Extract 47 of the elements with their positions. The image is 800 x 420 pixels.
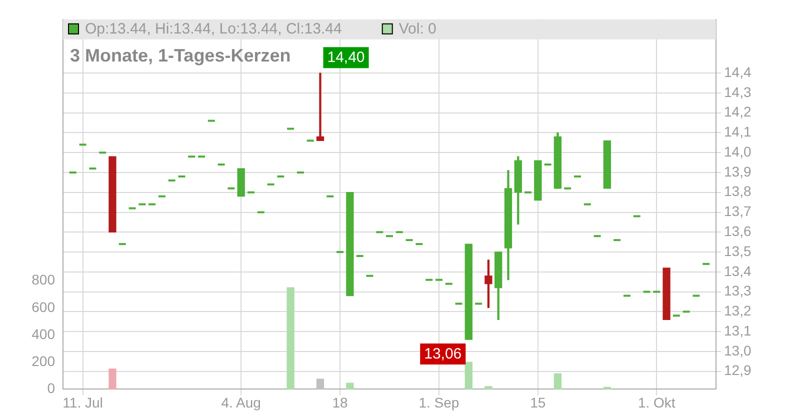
- candlestick: [662, 268, 670, 320]
- y-tick-label: 13,8: [724, 183, 752, 200]
- annotation: 13,06: [424, 346, 462, 363]
- y2-tick-label: 600: [32, 298, 56, 315]
- x-tick-label: 11. Jul: [62, 394, 103, 410]
- bar: [286, 287, 294, 390]
- y-tick-label: 13,4: [724, 262, 752, 279]
- legend-label: Op:13.44, Hi:13.44, Lo:13.44, Cl:13.44: [85, 20, 342, 38]
- legend-label: Vol: 0: [398, 20, 436, 38]
- x-tick-label: 1. Okt: [638, 394, 676, 410]
- candlestick: [316, 72, 324, 142]
- bar: [464, 362, 472, 390]
- x-tick-label: 1. Sep: [418, 394, 460, 410]
- candlestick: [237, 168, 245, 197]
- y2-tick-label: 800: [32, 272, 56, 288]
- y2-tick-label: 0: [47, 380, 56, 396]
- y2-tick-label: 400: [32, 326, 56, 342]
- y-tick-label: 13,1: [724, 322, 752, 338]
- x-tick-label: 4. Aug: [221, 394, 261, 410]
- text: 3 Monate, 1-Tages-Kerzen: [70, 45, 291, 66]
- y-tick-label: 13,0: [724, 342, 752, 358]
- candlestick: [108, 156, 116, 232]
- y-tick-label: 13,6: [724, 222, 752, 239]
- bar: [346, 382, 354, 390]
- y-tick-label: 14,2: [724, 104, 752, 120]
- annotation: 14,40: [327, 49, 365, 66]
- candlestick: [534, 160, 542, 201]
- x-tick-label: 18: [332, 394, 348, 410]
- bar: [108, 368, 116, 390]
- y-tick-label: 13,7: [724, 203, 752, 220]
- y-tick-label: 13,9: [724, 163, 752, 180]
- y-tick-label: 14,1: [724, 124, 752, 140]
- bar: [554, 373, 562, 390]
- y-tick-label: 13,5: [724, 242, 752, 259]
- candlestick: [346, 192, 354, 296]
- x-tick-label: 15: [530, 394, 546, 410]
- y-tick-label: 13,3: [724, 282, 752, 299]
- bar: [484, 386, 492, 390]
- candlestick: [464, 244, 472, 340]
- y-tick-label: 14,3: [724, 84, 752, 100]
- y-tick-label: 13,2: [724, 302, 752, 319]
- candlestick: [603, 140, 611, 189]
- y-tick-label: 14,0: [724, 143, 752, 160]
- y-tick-label: 14,4: [724, 64, 752, 80]
- y-tick-label: 12,9: [724, 362, 752, 378]
- bar: [316, 378, 324, 390]
- y2-tick-label: 200: [32, 352, 56, 369]
